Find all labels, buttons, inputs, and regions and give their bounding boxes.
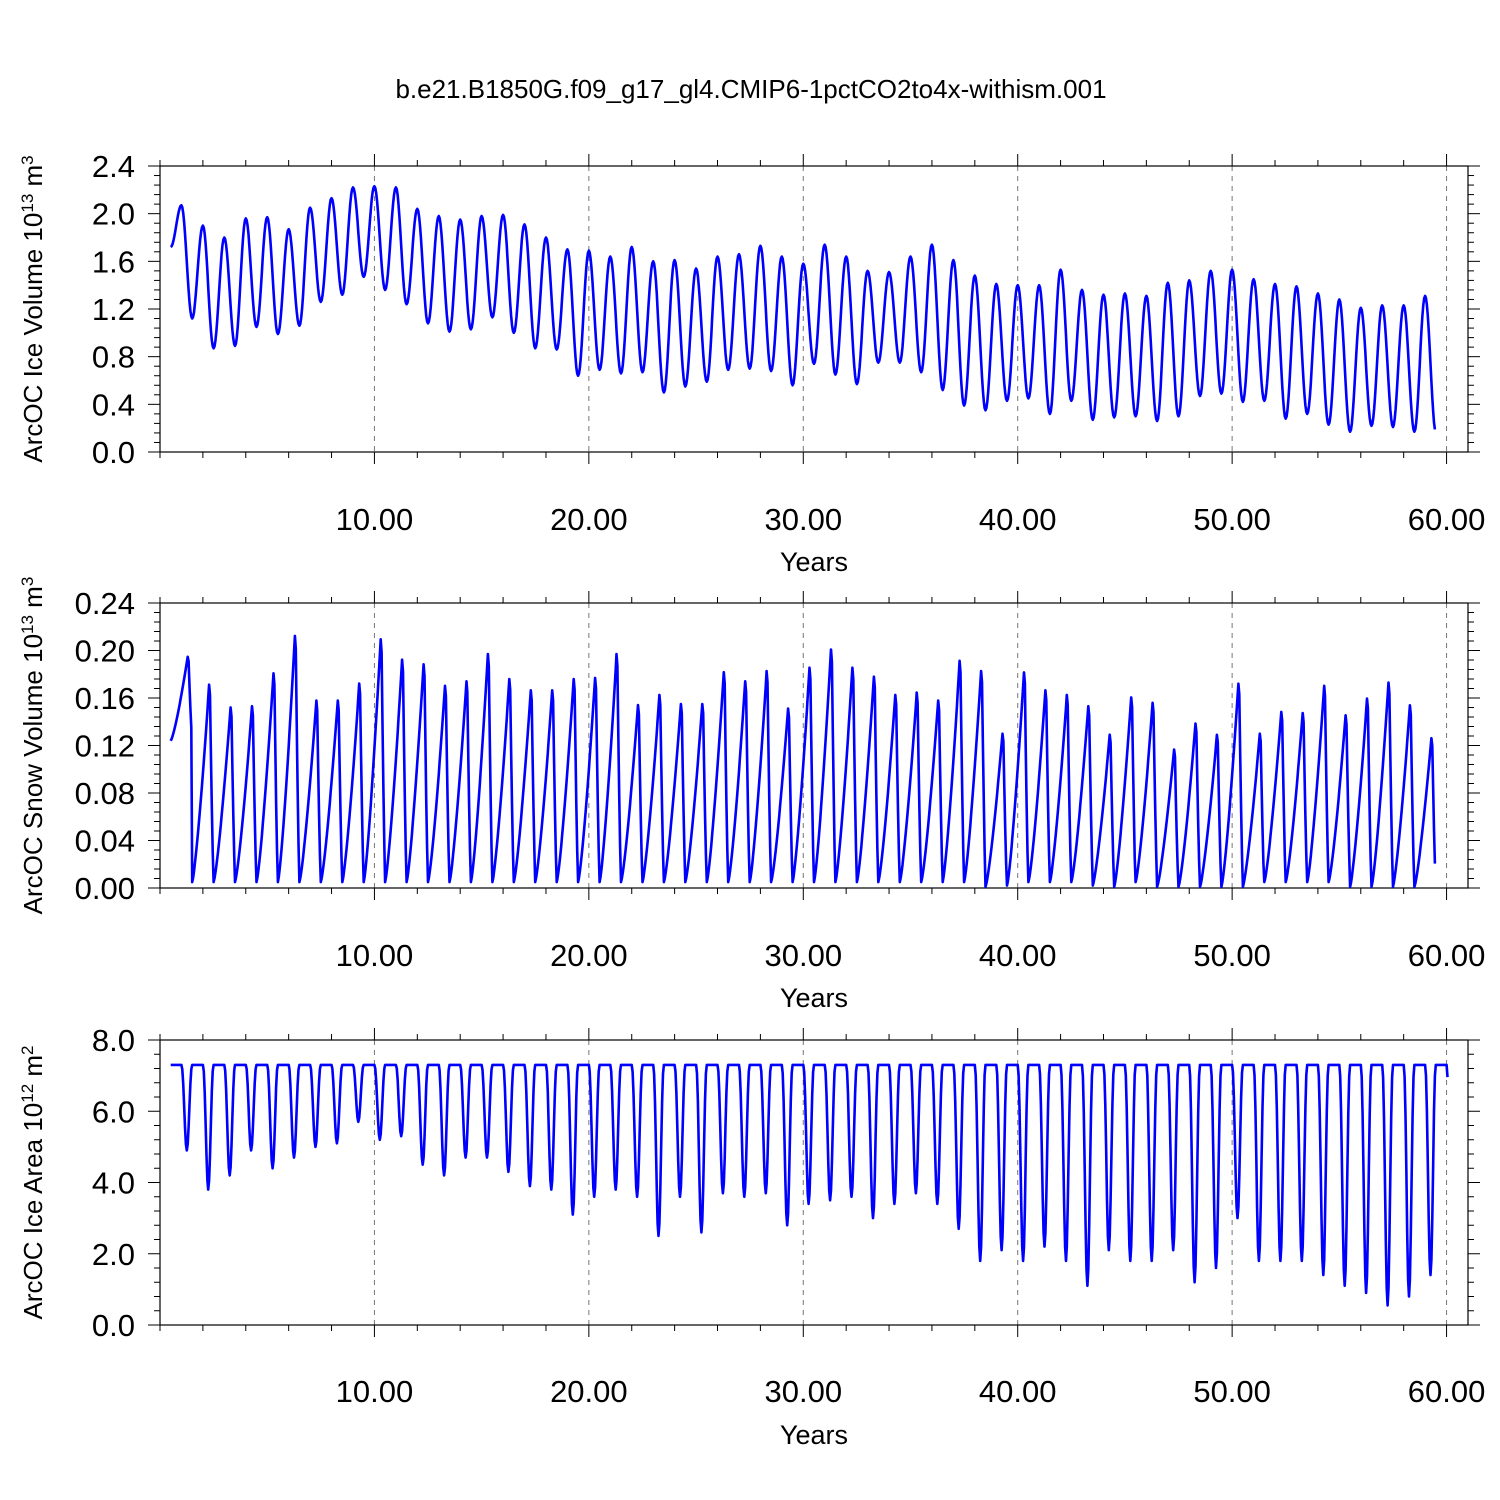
- x-tick-label: 20.00: [550, 502, 628, 537]
- y-tick-label: 0.16: [75, 681, 135, 716]
- x-tick-label: 60.00: [1408, 1374, 1486, 1409]
- x-tick-label: 20.00: [550, 1374, 628, 1409]
- y-tick-label: 0.04: [75, 824, 135, 859]
- y-axis-label: ArcOC Ice Volume 1013 m3: [18, 155, 49, 462]
- x-tick-label: 40.00: [979, 938, 1057, 973]
- y-tick-label: 0.08: [75, 776, 135, 811]
- panel-3: 10.00 20.00 30.00 40.00 50.00 60.00 0.0 2.0 4.0 6…: [18, 1023, 1486, 1450]
- y-tick-label: 8.0: [92, 1023, 135, 1058]
- y-tick-label: 0.0: [92, 1308, 135, 1343]
- series-line: [169, 185, 1437, 433]
- x-tick-label: 40.00: [979, 1374, 1057, 1409]
- y-tick-label: 2.4: [92, 149, 135, 184]
- y-tick-label: 1.2: [92, 292, 135, 327]
- series-line: [169, 634, 1437, 889]
- x-tick-label: 60.00: [1408, 502, 1486, 537]
- y-tick-label: 2.0: [92, 197, 135, 232]
- x-tick-label: 50.00: [1193, 502, 1271, 537]
- y-tick-label: 6.0: [92, 1094, 135, 1129]
- x-tick-label: 30.00: [764, 938, 842, 973]
- series-line: [170, 1063, 1449, 1307]
- y-tick-label: 0.20: [75, 634, 135, 669]
- panel-2: 10.00 20.00 30.00 40.00 50.00 60.00 0.00 0.04 0.…: [18, 577, 1486, 1013]
- y-tick-label: 0.4: [92, 387, 135, 422]
- x-tick-label: 50.00: [1193, 938, 1271, 973]
- x-tick-label: 40.00: [979, 502, 1057, 537]
- y-tick-label: 0.8: [92, 340, 135, 375]
- y-tick-label: 0.12: [75, 729, 135, 764]
- x-axis-label: Years: [780, 547, 848, 577]
- x-tick-label: 30.00: [764, 502, 842, 537]
- y-axis-label: ArcOC Ice Area 1012 m2: [18, 1045, 49, 1319]
- x-tick-label: 10.00: [336, 1374, 414, 1409]
- x-axis-label: Years: [780, 983, 848, 1013]
- y-tick-label: 0.24: [75, 586, 135, 621]
- x-tick-label: 20.00: [550, 938, 628, 973]
- x-tick-label: 10.00: [336, 938, 414, 973]
- y-tick-label: 0.00: [75, 871, 135, 906]
- y-tick-label: 0.0: [92, 435, 135, 470]
- x-tick-label: 60.00: [1408, 938, 1486, 973]
- panel-1: 10.00 20.00 30.00 40.00 50.00 60.00 0.0 0.4 0.8 1…: [18, 149, 1486, 577]
- y-tick-label: 2.0: [92, 1237, 135, 1272]
- x-tick-label: 30.00: [764, 1374, 842, 1409]
- x-axis-label: Years: [780, 1420, 848, 1450]
- chart-panels: 10.00 20.00 30.00 40.00 50.00 60.00 0.0 0.4 0.8 1…: [18, 149, 1486, 1450]
- x-tick-label: 50.00: [1193, 1374, 1271, 1409]
- y-tick-label: 4.0: [92, 1166, 135, 1201]
- y-axis-label: ArcOC Snow Volume 1013 m3: [18, 577, 49, 915]
- chart-title: b.e21.B1850G.f09_g17_gl4.CMIP6-1pctCO2to…: [395, 74, 1106, 104]
- y-tick-label: 1.6: [92, 244, 135, 279]
- x-tick-label: 10.00: [336, 502, 414, 537]
